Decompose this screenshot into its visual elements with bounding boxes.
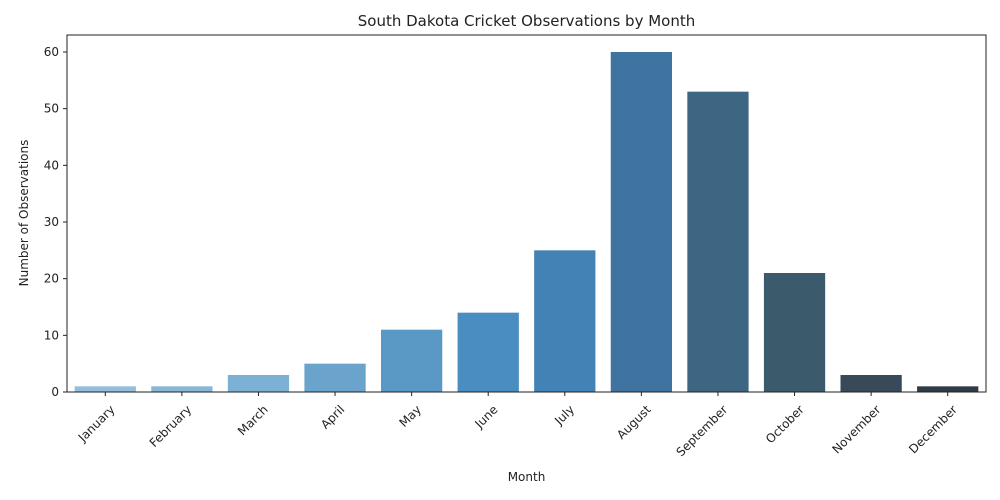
x-tick-label-march: March xyxy=(235,402,271,438)
bar-july xyxy=(534,250,596,392)
bar-november xyxy=(840,375,902,392)
x-tick-label-september: September xyxy=(673,402,730,459)
bar-september xyxy=(687,91,749,393)
y-tick-label-30: 30 xyxy=(44,215,59,229)
bar-october xyxy=(763,273,826,392)
x-tick-label-october: October xyxy=(763,402,807,446)
x-axis-label: Month xyxy=(507,470,546,484)
x-tick-label-april: April xyxy=(318,402,347,431)
bar-december xyxy=(917,386,979,392)
bar-march xyxy=(227,375,290,392)
y-tick-label-40: 40 xyxy=(44,158,59,172)
x-tick-label-august: August xyxy=(614,402,654,442)
x-tick-label-february: February xyxy=(147,402,195,450)
x-tick-label-june: June xyxy=(471,402,500,431)
bar-august xyxy=(610,52,673,392)
y-tick-label-20: 20 xyxy=(44,272,59,286)
x-tick-label-december: December xyxy=(906,402,960,456)
y-axis-ticks: 0 10 20 30 40 50 60 xyxy=(44,45,67,399)
y-tick-label-60: 60 xyxy=(44,45,59,59)
y-tick-label-0: 0 xyxy=(51,385,59,399)
y-tick-label-10: 10 xyxy=(44,328,59,342)
x-tick-label-may: May xyxy=(397,402,424,429)
bar-june xyxy=(457,312,519,392)
bar-april xyxy=(304,363,366,392)
y-tick-label-50: 50 xyxy=(44,102,59,116)
bar-may xyxy=(380,329,443,392)
chart-title: South Dakota Cricket Observations by Mon… xyxy=(357,12,696,30)
x-tick-label-november: November xyxy=(829,402,883,456)
bar-february xyxy=(151,386,213,392)
plot-frame xyxy=(66,34,987,393)
bars-group xyxy=(74,52,979,393)
x-tick-label-january: January xyxy=(75,402,118,445)
x-tick-label-july: July xyxy=(551,402,577,428)
bar-january xyxy=(74,386,136,392)
x-axis-ticks: January February March April May June July Augu… xyxy=(75,392,960,459)
